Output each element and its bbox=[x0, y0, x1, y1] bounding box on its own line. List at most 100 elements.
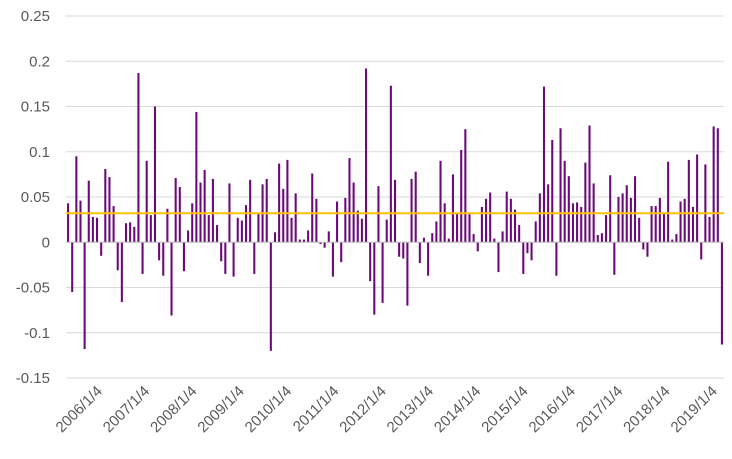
bar bbox=[207, 215, 210, 243]
bar bbox=[191, 203, 194, 243]
x-tick-label: 2011/1/4 bbox=[290, 383, 343, 436]
bar bbox=[195, 111, 198, 243]
bar bbox=[505, 191, 508, 243]
bar bbox=[170, 242, 173, 316]
bar bbox=[182, 242, 185, 272]
bar bbox=[542, 86, 546, 243]
bar bbox=[269, 242, 272, 351]
bar bbox=[621, 193, 624, 243]
x-tick-label: 2017/1/4 bbox=[573, 383, 626, 436]
bar bbox=[153, 106, 157, 243]
bar bbox=[178, 187, 181, 243]
bar bbox=[348, 158, 351, 243]
bar bbox=[489, 192, 492, 243]
bar bbox=[613, 242, 616, 275]
bar bbox=[327, 231, 330, 243]
bar bbox=[91, 216, 94, 243]
bar bbox=[522, 242, 525, 274]
bar bbox=[571, 203, 574, 243]
bar bbox=[116, 242, 119, 271]
y-tick-label: 0 bbox=[42, 234, 50, 251]
bar bbox=[79, 200, 82, 243]
bar bbox=[294, 193, 297, 243]
bar bbox=[257, 213, 260, 243]
bar bbox=[605, 215, 608, 243]
bar bbox=[232, 242, 235, 277]
bar bbox=[646, 242, 649, 257]
bar bbox=[108, 177, 111, 243]
bar bbox=[638, 217, 641, 243]
bar bbox=[538, 193, 541, 243]
bar bbox=[240, 220, 243, 243]
bar bbox=[75, 156, 78, 243]
y-tick-label: 0.05 bbox=[21, 189, 50, 206]
bar bbox=[679, 201, 682, 243]
bar bbox=[658, 197, 661, 243]
bar bbox=[145, 160, 148, 243]
bar bbox=[410, 178, 413, 243]
bar bbox=[563, 160, 566, 243]
bar bbox=[691, 206, 694, 243]
bar bbox=[124, 223, 128, 243]
bar bbox=[389, 85, 392, 243]
bar bbox=[344, 197, 347, 243]
bar bbox=[166, 208, 169, 243]
bar bbox=[253, 242, 256, 274]
bar bbox=[464, 129, 467, 243]
bar bbox=[476, 242, 479, 252]
bar bbox=[120, 242, 123, 302]
x-tick-label: 2019/1/4 bbox=[668, 383, 721, 436]
bar bbox=[427, 242, 430, 276]
bar bbox=[439, 160, 442, 243]
bar bbox=[551, 139, 554, 243]
bar bbox=[174, 178, 177, 243]
bar bbox=[331, 242, 334, 277]
x-tick-label: 2014/1/4 bbox=[431, 383, 484, 436]
x-tick-label: 2012/1/4 bbox=[336, 383, 389, 436]
bar bbox=[381, 242, 384, 303]
x-axis-tick-labels: 2006/1/42007/1/42008/1/42009/1/42010/1/4… bbox=[53, 383, 721, 436]
bar bbox=[443, 203, 446, 243]
bar bbox=[104, 168, 107, 243]
bar bbox=[559, 128, 562, 243]
bar bbox=[435, 221, 438, 243]
bar bbox=[244, 205, 248, 243]
x-tick-label: 2009/1/4 bbox=[194, 383, 247, 436]
bar bbox=[187, 230, 190, 243]
bar bbox=[716, 128, 719, 243]
bar bbox=[273, 232, 277, 243]
x-tick-label: 2010/1/4 bbox=[242, 383, 295, 436]
bar bbox=[501, 231, 504, 243]
bar bbox=[319, 242, 322, 245]
bar bbox=[712, 126, 715, 243]
bar bbox=[385, 219, 388, 243]
x-tick-label: 2016/1/4 bbox=[526, 383, 579, 436]
bar bbox=[662, 213, 666, 243]
y-tick-label: -0.15 bbox=[16, 370, 50, 387]
bar bbox=[220, 242, 223, 262]
bar bbox=[580, 206, 583, 243]
bar bbox=[609, 175, 612, 243]
bar bbox=[393, 179, 397, 243]
bar bbox=[555, 242, 558, 276]
bar bbox=[576, 202, 579, 243]
bar bbox=[513, 209, 517, 243]
bar bbox=[418, 242, 421, 264]
bar bbox=[667, 161, 670, 243]
bar bbox=[526, 242, 529, 254]
bar bbox=[336, 201, 339, 243]
bar bbox=[447, 238, 450, 243]
bar bbox=[704, 164, 707, 243]
bar bbox=[162, 242, 165, 276]
bar bbox=[567, 176, 570, 243]
bar bbox=[67, 203, 70, 243]
bar bbox=[493, 238, 496, 243]
bar bbox=[708, 216, 711, 243]
bar bbox=[518, 225, 521, 243]
bar bbox=[286, 159, 289, 243]
bar bbox=[456, 213, 459, 243]
bar bbox=[307, 230, 310, 243]
bar bbox=[534, 221, 537, 243]
bar bbox=[158, 242, 161, 261]
y-tick-label: 0.2 bbox=[29, 53, 50, 70]
